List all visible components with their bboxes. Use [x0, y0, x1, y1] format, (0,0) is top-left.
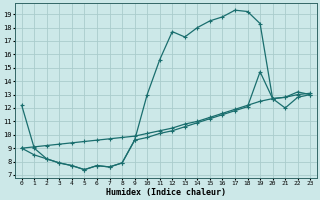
X-axis label: Humidex (Indice chaleur): Humidex (Indice chaleur) — [106, 188, 226, 197]
